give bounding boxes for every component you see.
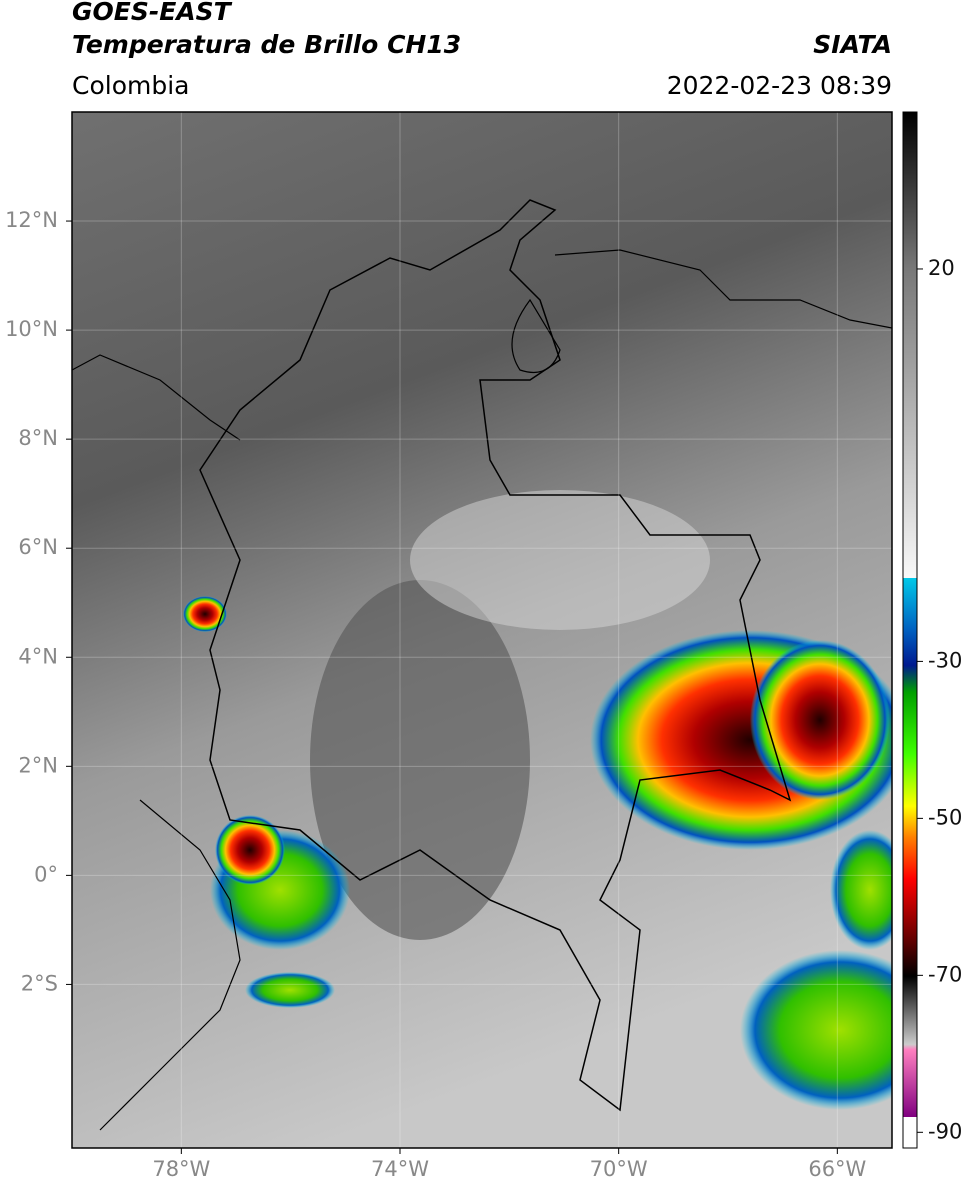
datetime: 2022-02-23 08:39: [667, 71, 892, 100]
lake: [511, 298, 561, 374]
y-tick-label: 8°N: [18, 426, 58, 450]
x-tick-label: 78°W: [152, 1157, 210, 1181]
y-tick-label: 10°N: [5, 317, 58, 341]
cloud-cluster: [830, 830, 892, 950]
y-tick-label: 0°: [34, 862, 58, 886]
country-border: [199, 199, 792, 1112]
coastline: [99, 799, 241, 1131]
y-tick-label: 2°S: [21, 971, 58, 995]
coastline: [72, 354, 241, 441]
title: GOES-EAST: [72, 0, 233, 26]
cloud-cluster: [245, 972, 335, 1008]
colorbar-tick-label: -90: [928, 1119, 962, 1143]
region: Colombia: [72, 71, 189, 100]
cloud: [410, 490, 710, 630]
convective-storm: [183, 596, 227, 632]
x-tick-label: 70°W: [590, 1157, 648, 1181]
map-area: [72, 112, 892, 1148]
colorbar: [902, 111, 918, 1149]
y-tick-label: 4°N: [18, 644, 58, 668]
colorbar-tick-label: -30: [928, 648, 962, 672]
coastline: [554, 249, 892, 329]
y-tick-label: 12°N: [5, 208, 58, 232]
cloud-free-area: [310, 580, 530, 940]
x-tick-label: 74°W: [371, 1157, 429, 1181]
convective-storm: [750, 640, 890, 800]
y-tick-label: 2°N: [18, 753, 58, 777]
colorbar-tick-label: -50: [928, 805, 962, 829]
y-tick-label: 6°N: [18, 535, 58, 559]
map-frame: [71, 111, 893, 1149]
colorbar-tick-label: -70: [928, 962, 962, 986]
convective-storm: [215, 815, 285, 885]
subtitle: Temperatura de Brillo CH13: [72, 30, 461, 59]
colorbar-tick-label: 20: [928, 256, 955, 280]
source: SIATA: [813, 30, 892, 59]
x-tick-label: 66°W: [808, 1157, 866, 1181]
cloud-cluster: [740, 950, 892, 1110]
